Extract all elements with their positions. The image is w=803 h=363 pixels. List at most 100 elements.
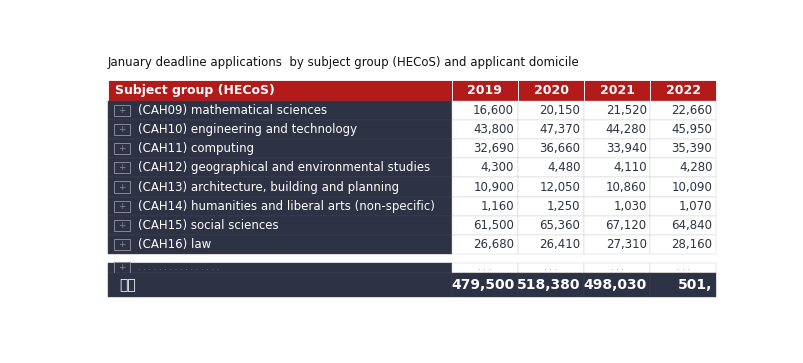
Text: +: + — [118, 264, 125, 272]
Bar — [584, 178, 650, 197]
Bar — [517, 79, 584, 101]
Text: 16,600: 16,600 — [472, 104, 513, 117]
Bar — [584, 273, 650, 297]
Bar — [108, 178, 451, 197]
Bar — [108, 158, 451, 178]
Bar — [114, 201, 129, 212]
Bar — [114, 262, 129, 273]
Text: 498,030: 498,030 — [583, 278, 646, 292]
Bar — [114, 220, 129, 231]
Bar — [517, 273, 584, 297]
Bar — [584, 101, 650, 120]
Text: +: + — [118, 163, 125, 172]
Text: (CAH10) engineering and technology: (CAH10) engineering and technology — [138, 123, 357, 136]
Text: 2020: 2020 — [533, 84, 568, 97]
Text: 61,500: 61,500 — [473, 219, 513, 232]
Bar — [650, 216, 715, 235]
Text: 1,030: 1,030 — [613, 200, 646, 213]
Text: +: + — [118, 183, 125, 192]
Text: +: + — [118, 221, 125, 230]
Text: 26,680: 26,680 — [472, 238, 513, 251]
Text: . . .: . . . — [478, 264, 491, 272]
Text: 2021: 2021 — [599, 84, 634, 97]
Text: +: + — [118, 106, 125, 115]
Bar — [517, 101, 584, 120]
Text: 21,520: 21,520 — [605, 104, 646, 117]
Bar — [114, 182, 129, 192]
Bar — [584, 158, 650, 178]
Bar — [650, 79, 715, 101]
Text: 32,690: 32,690 — [472, 142, 513, 155]
Bar — [108, 197, 451, 216]
Bar — [584, 262, 650, 273]
Bar — [650, 235, 715, 254]
Text: 4,280: 4,280 — [678, 162, 711, 174]
Text: 501,: 501, — [677, 278, 711, 292]
Bar — [650, 273, 715, 297]
Bar — [584, 216, 650, 235]
Text: . . .: . . . — [544, 264, 556, 272]
Bar — [108, 262, 451, 273]
Text: 20,150: 20,150 — [539, 104, 580, 117]
Text: 65,360: 65,360 — [539, 219, 580, 232]
Bar — [650, 197, 715, 216]
Bar — [517, 216, 584, 235]
Text: (CAH13) architecture, building and planning: (CAH13) architecture, building and plann… — [138, 180, 398, 193]
Text: 67,120: 67,120 — [605, 219, 646, 232]
Text: 1,250: 1,250 — [546, 200, 580, 213]
Text: 43,800: 43,800 — [473, 123, 513, 136]
Text: 4,480: 4,480 — [546, 162, 580, 174]
Text: (CAH14) humanities and liberal arts (non-specific): (CAH14) humanities and liberal arts (non… — [138, 200, 434, 213]
Bar — [650, 101, 715, 120]
Bar — [451, 101, 517, 120]
Bar — [517, 139, 584, 158]
Bar — [517, 235, 584, 254]
Text: (CAH15) social sciences: (CAH15) social sciences — [138, 219, 278, 232]
Bar — [451, 120, 517, 139]
Bar — [451, 273, 517, 297]
Text: 45,950: 45,950 — [671, 123, 711, 136]
Bar — [650, 178, 715, 197]
Bar — [114, 124, 129, 135]
Text: (CAH16) law: (CAH16) law — [138, 238, 211, 251]
Text: 4,110: 4,110 — [613, 162, 646, 174]
Text: +: + — [118, 125, 125, 134]
Bar — [451, 178, 517, 197]
Bar — [650, 120, 715, 139]
Text: 26,410: 26,410 — [539, 238, 580, 251]
Text: . . . . . . . . . . . . . . . .: . . . . . . . . . . . . . . . . — [138, 264, 219, 272]
Text: 12,050: 12,050 — [539, 180, 580, 193]
Text: 44,280: 44,280 — [605, 123, 646, 136]
Text: 28,160: 28,160 — [671, 238, 711, 251]
Text: (CAH12) geographical and environmental studies: (CAH12) geographical and environmental s… — [138, 162, 430, 174]
Bar — [451, 216, 517, 235]
Text: January deadline applications  by subject group (HECoS) and applicant domicile: January deadline applications by subject… — [108, 56, 579, 69]
Bar — [451, 262, 517, 273]
Bar — [517, 120, 584, 139]
Text: Subject group (HECoS): Subject group (HECoS) — [116, 84, 275, 97]
Text: 10,860: 10,860 — [605, 180, 646, 193]
Text: 2019: 2019 — [467, 84, 502, 97]
Text: 10,090: 10,090 — [671, 180, 711, 193]
Text: +: + — [118, 202, 125, 211]
Text: 27,310: 27,310 — [605, 238, 646, 251]
Bar — [114, 143, 129, 154]
Bar — [584, 197, 650, 216]
Bar — [451, 139, 517, 158]
Bar — [114, 105, 129, 116]
Bar — [114, 239, 129, 250]
Bar — [451, 79, 517, 101]
Bar — [451, 197, 517, 216]
Text: 2022: 2022 — [665, 84, 700, 97]
Bar — [584, 139, 650, 158]
Bar — [108, 101, 451, 120]
Text: 10,900: 10,900 — [473, 180, 513, 193]
Bar — [108, 235, 451, 254]
Text: . . .: . . . — [676, 264, 689, 272]
Text: 总计: 总计 — [119, 278, 136, 292]
Bar — [584, 79, 650, 101]
Text: 36,660: 36,660 — [539, 142, 580, 155]
Text: +: + — [118, 240, 125, 249]
Bar — [517, 197, 584, 216]
Text: 35,390: 35,390 — [671, 142, 711, 155]
